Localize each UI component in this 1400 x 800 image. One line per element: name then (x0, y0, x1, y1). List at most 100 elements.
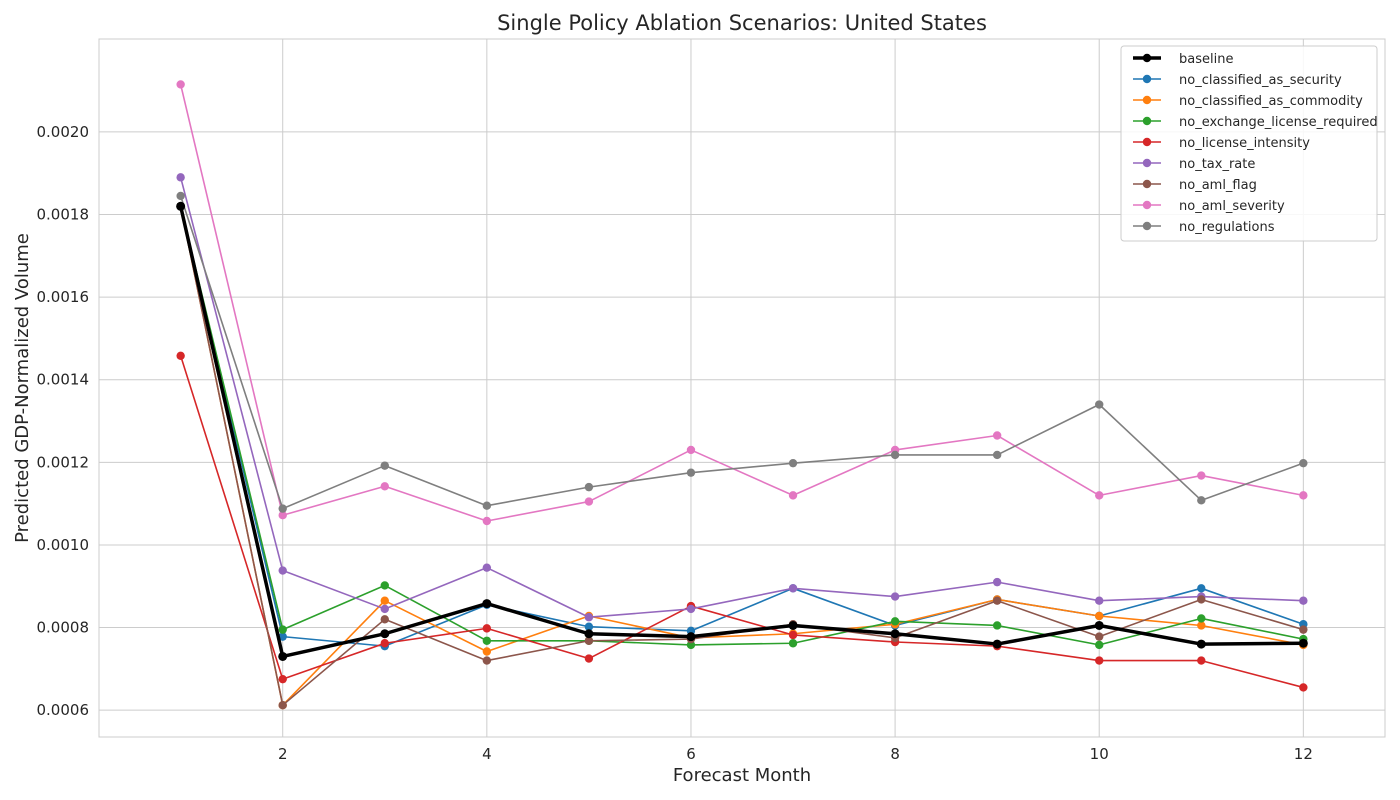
series-line-no-tax-rate (179, 177, 1304, 619)
data-point (482, 656, 492, 665)
data-point (278, 511, 287, 520)
data-point (1094, 620, 1104, 630)
legend-item-no-license-intensity: no_license_intensity (1133, 136, 1310, 151)
legend-item-no-aml-flag: no_aml_flag (1133, 178, 1257, 193)
legend-swatch-marker (1142, 200, 1152, 210)
grid-lines (99, 39, 1385, 737)
data-point (788, 630, 798, 640)
plot-frame (98, 38, 1386, 738)
legend-label: no_license_intensity (1179, 136, 1310, 151)
data-point (788, 491, 798, 500)
legend-swatch-marker (1142, 95, 1152, 105)
data-point (1196, 639, 1206, 649)
data-point (890, 450, 900, 460)
data-point (1197, 471, 1206, 480)
data-point (380, 581, 389, 590)
x-tick-label: 4 (482, 745, 492, 763)
legend-swatch-marker (1142, 221, 1152, 231)
data-point (482, 563, 492, 572)
data-point (278, 632, 287, 641)
legend-swatch-marker (1142, 179, 1152, 189)
data-point (1095, 491, 1104, 500)
legend-label: no_tax_rate (1179, 157, 1255, 172)
series-line-no-exchange-license-required (179, 206, 1304, 646)
x-tick-label: 12 (1294, 745, 1313, 763)
legend-swatch-marker (1142, 74, 1152, 84)
data-point (278, 566, 287, 575)
x-axis-ticks: 2 4 6 8 10 12 (278, 745, 1313, 763)
data-point (1095, 656, 1104, 665)
data-point (584, 613, 594, 622)
data-point (686, 468, 696, 477)
data-point (482, 624, 492, 633)
legend-swatch-marker (1142, 137, 1152, 147)
data-point (482, 516, 492, 526)
y-tick-label: 0.0008 (37, 619, 90, 637)
data-point (992, 621, 1002, 630)
data-point (482, 599, 492, 609)
legend-box (1120, 45, 1378, 242)
series-layer (176, 80, 1308, 710)
x-tick-label: 2 (278, 745, 288, 763)
data-point (686, 445, 696, 455)
series-line-baseline (178, 205, 1304, 659)
legend-swatch-marker (1142, 158, 1152, 168)
data-point (1197, 614, 1206, 623)
data-point (380, 604, 389, 614)
data-point (788, 584, 798, 593)
data-point (992, 577, 1002, 587)
legend-label: no_aml_flag (1179, 178, 1257, 193)
data-point (992, 431, 1002, 440)
legend-item-no-classified-as-security: no_classified_as_security (1133, 73, 1342, 88)
data-point (1197, 621, 1206, 630)
series-line-no-classified-as-security (179, 206, 1304, 647)
data-point (1197, 584, 1206, 593)
y-tick-label: 0.0014 (37, 371, 90, 389)
data-point (1095, 632, 1104, 641)
chart-title: Single Policy Ablation Scenarios: United… (497, 11, 987, 35)
legend-label: no_regulations (1179, 220, 1275, 235)
legend-item-no-classified-as-commodity: no_classified_as_commodity (1133, 94, 1363, 109)
data-point (890, 617, 900, 626)
data-point (788, 639, 798, 648)
data-point (1197, 656, 1206, 665)
data-point (176, 191, 185, 201)
data-point (1299, 596, 1308, 605)
data-point (278, 700, 287, 710)
data-point (380, 461, 389, 470)
x-tick-label: 10 (1090, 745, 1109, 763)
data-point (1095, 596, 1104, 605)
data-point (1095, 611, 1104, 621)
data-point (380, 596, 389, 605)
data-point (278, 651, 288, 661)
legend-item-no-regulations: no_regulations (1133, 220, 1275, 235)
legend-label: no_aml_severity (1179, 199, 1285, 214)
y-axis-ticks: 0.0006 0.0008 0.0010 0.0012 0.0014 0.0016 0.00… (37, 123, 90, 719)
data-point (1299, 625, 1308, 634)
data-point (1299, 491, 1308, 500)
data-point (1299, 458, 1308, 468)
series-baseline (176, 201, 1308, 661)
data-point (1197, 595, 1206, 604)
legend-swatch-marker (1142, 53, 1152, 63)
data-point (176, 351, 185, 360)
legend-label: no_classified_as_security (1179, 73, 1342, 88)
data-point (1299, 683, 1308, 692)
y-tick-label: 0.0010 (37, 536, 90, 554)
data-point (482, 636, 492, 645)
data-point (992, 596, 1002, 605)
data-point (992, 639, 1002, 649)
data-point (380, 482, 389, 491)
data-point (482, 647, 492, 656)
legend-item-no-exchange-license-required: no_exchange_license_required (1133, 115, 1378, 130)
legend-label: baseline (1179, 52, 1233, 67)
series-line-no-classified-as-commodity (179, 206, 1304, 706)
data-point (1095, 400, 1104, 409)
data-point (584, 622, 594, 631)
data-point (686, 632, 696, 642)
data-point (278, 625, 287, 634)
series-line-no-regulations (179, 195, 1304, 510)
legend: baseline no_classified_as_security no_clas… (1120, 45, 1378, 242)
data-point (686, 604, 696, 614)
data-point (380, 629, 390, 639)
